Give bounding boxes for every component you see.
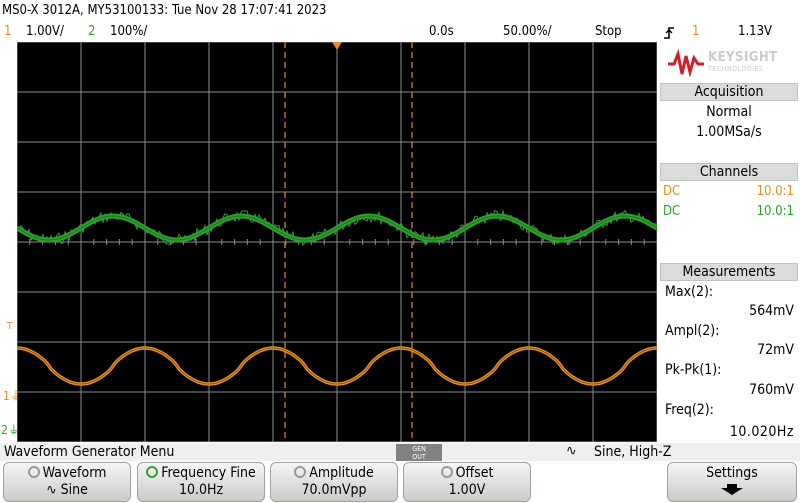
offset-softkey[interactable]: Offset 1.00V	[403, 462, 531, 502]
knob-icon	[440, 466, 453, 478]
knob-icon	[27, 466, 40, 478]
offset-value: 1.00V	[448, 482, 486, 498]
amplitude-softkey[interactable]: Amplitude 70.0mVpp	[270, 462, 398, 502]
gen-out-indicator: GEN OUT	[396, 444, 442, 461]
trigger-position-marker	[332, 42, 342, 50]
run-state[interactable]: Stop	[595, 24, 622, 39]
measurement-label: Pk-Pk(1):	[665, 362, 722, 378]
generator-status: Sine, High-Z	[594, 444, 672, 460]
ch1-number: 1	[4, 24, 12, 39]
keysight-wave-icon	[668, 48, 704, 78]
waveform-display[interactable]	[15, 41, 659, 443]
measurements-list: Max(2): 564mV Ampl(2): 72mV Pk-Pk(1): 76…	[660, 283, 798, 443]
time-scale[interactable]: 50.00%/	[503, 24, 552, 39]
ch2-number: 2	[88, 24, 96, 39]
offset-label: Offset	[455, 465, 494, 481]
ch1-trigger-marker: T	[7, 321, 13, 332]
measurement-label: Freq(2):	[665, 402, 714, 418]
ch1-trace-core	[16, 347, 658, 385]
acquisition-rate: 1.00MSa/s	[696, 124, 762, 140]
measurement-label: Ampl(2):	[665, 323, 720, 339]
acquisition-header: Acquisition	[660, 83, 798, 101]
waveform-label: Waveform	[42, 465, 107, 481]
ch2-coupling: DC	[663, 204, 681, 219]
amplitude-value: 70.0mVpp	[301, 482, 367, 498]
channels-list: DC 10.0:1 DC 10.0:1	[660, 183, 798, 223]
sine-wave-icon: ∿	[566, 443, 577, 459]
frequency-label: Frequency Fine	[161, 465, 256, 481]
settings-softkey[interactable]: Settings	[667, 462, 797, 502]
amplitude-label: Amplitude	[309, 465, 374, 481]
side-panel: KEYSIGHT TECHNOLOGIES	[658, 42, 800, 442]
waveform-svg	[15, 41, 659, 443]
rising-edge-icon	[662, 25, 676, 41]
menu-bar: Waveform Generator Menu GEN OUT ∿ Sine, …	[0, 443, 800, 461]
instrument-title: MS0-X 3012A, MY53100133: Tue Nov 28 17:0…	[2, 3, 327, 18]
trigger-source: 1	[692, 24, 700, 39]
channels-header: Channels	[660, 163, 798, 181]
gen-out-bottom: OUT	[412, 453, 426, 461]
knob-active-icon	[146, 466, 159, 478]
waveform-softkey[interactable]: Waveform ∿ Sine	[3, 462, 131, 502]
time-delay[interactable]: 0.0s	[429, 24, 454, 39]
ch1-probe: 10.0:1	[756, 184, 794, 199]
measurement-value: 10.020Hz	[729, 424, 794, 440]
measurements-header: Measurements	[660, 263, 798, 281]
ch2-ref-label: 2	[1, 423, 8, 437]
ch2-scale[interactable]: 100%/	[110, 24, 148, 39]
measurement-value: 760mV	[749, 382, 794, 398]
ch2-probe: 10.0:1	[756, 204, 794, 219]
submenu-arrow-icon	[668, 482, 796, 501]
acquisition-mode: Normal	[706, 104, 752, 120]
knob-icon	[294, 466, 307, 478]
ch1-scale[interactable]: 1.00V/	[26, 24, 64, 39]
frequency-fine-softkey[interactable]: Frequency Fine 10.0Hz	[137, 462, 265, 502]
sine-wave-icon: ∿	[46, 482, 61, 498]
trigger-level[interactable]: 1.13V	[738, 24, 773, 39]
ch2-trace-core	[16, 215, 658, 241]
title-bar: MS0-X 3012A, MY53100133: Tue Nov 28 17:0…	[0, 0, 800, 22]
ch1-coupling: DC	[663, 184, 681, 199]
menu-title: Waveform Generator Menu	[4, 444, 175, 460]
measurement-value: 72mV	[757, 342, 794, 358]
settings-label: Settings	[706, 465, 758, 481]
keysight-logo: KEYSIGHT TECHNOLOGIES	[666, 48, 794, 82]
brand-name: KEYSIGHT	[708, 50, 778, 65]
waveform-value: Sine	[60, 482, 88, 498]
brand-subtitle: TECHNOLOGIES	[708, 65, 764, 73]
frequency-value: 10.0Hz	[178, 482, 224, 498]
gen-out-top: GEN	[412, 445, 426, 453]
ch1-ref-label: 1	[3, 389, 10, 403]
measurement-value: 564mV	[749, 303, 794, 319]
settings-row: 1 1.00V/ 2 100%/ 0.0s 50.00%/ Stop 1 1.1…	[0, 22, 800, 42]
measurement-label: Max(2):	[665, 284, 714, 300]
